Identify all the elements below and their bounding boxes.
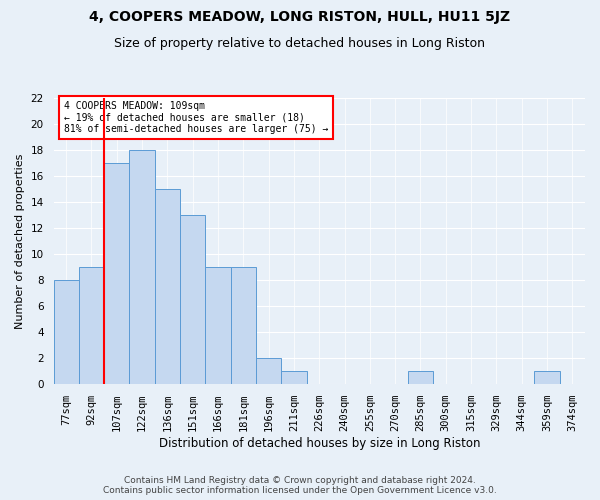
Text: 4, COOPERS MEADOW, LONG RISTON, HULL, HU11 5JZ: 4, COOPERS MEADOW, LONG RISTON, HULL, HU… [89,10,511,24]
Bar [256,358,281,384]
Bar [53,280,79,384]
Bar [408,371,433,384]
Text: 4 COOPERS MEADOW: 109sqm
← 19% of detached houses are smaller (18)
81% of semi-d: 4 COOPERS MEADOW: 109sqm ← 19% of detach… [64,101,329,134]
Bar [104,163,130,384]
Bar [130,150,155,384]
X-axis label: Distribution of detached houses by size in Long Riston: Distribution of detached houses by size … [158,437,480,450]
Bar [535,371,560,384]
Text: Size of property relative to detached houses in Long Riston: Size of property relative to detached ho… [115,38,485,51]
Bar [79,267,104,384]
Bar [155,189,180,384]
Text: Contains HM Land Registry data © Crown copyright and database right 2024.
Contai: Contains HM Land Registry data © Crown c… [103,476,497,495]
Bar [180,215,205,384]
Bar [230,267,256,384]
Y-axis label: Number of detached properties: Number of detached properties [15,154,25,329]
Bar [205,267,230,384]
Bar [281,371,307,384]
